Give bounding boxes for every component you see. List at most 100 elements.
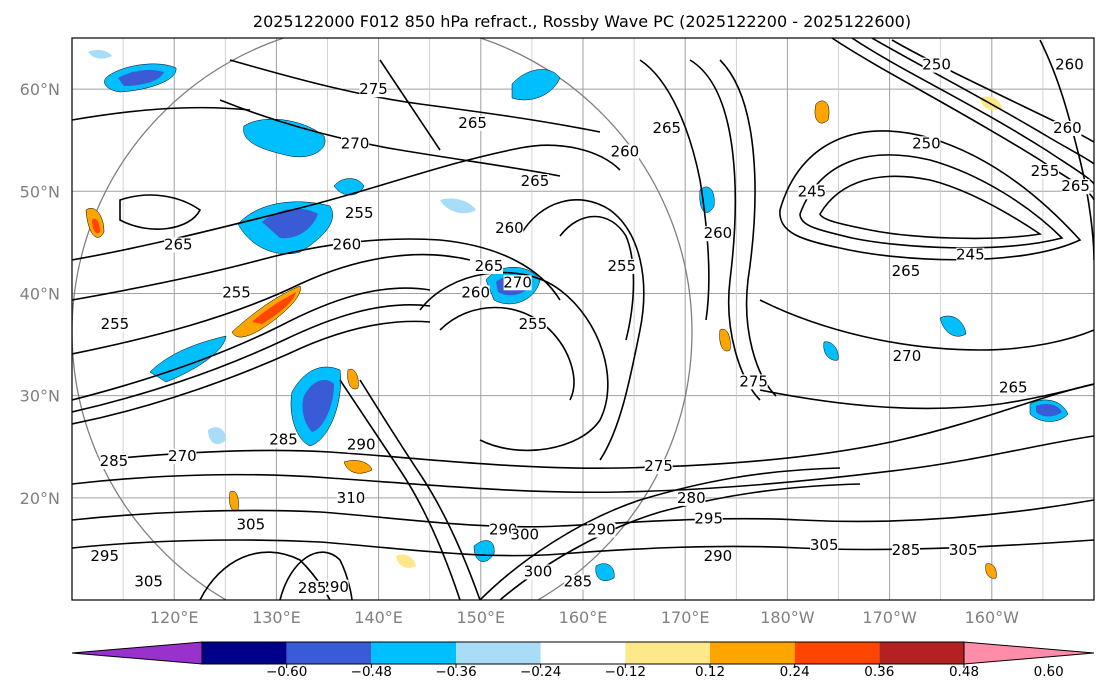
contour-label: 290 — [489, 521, 518, 539]
colorbar-tick-label: −0.48 — [351, 664, 392, 680]
contour-label-background — [644, 459, 673, 475]
colorbar-bin — [710, 642, 795, 664]
contour-lines — [72, 38, 1094, 600]
contour-line — [779, 130, 1082, 261]
lat-tick-label: 30°N — [20, 387, 60, 406]
contour-label-background — [520, 174, 549, 190]
contour-label: 245 — [956, 246, 985, 264]
colorbar-tick-label: −0.36 — [435, 664, 476, 680]
contour-label: 305 — [810, 536, 839, 554]
contour-label-background — [337, 490, 366, 506]
contour-label-background — [503, 275, 532, 291]
shaded-patch-yellow — [396, 554, 416, 568]
colorbar-tick-label: 0.36 — [864, 664, 894, 680]
colorbar-bin — [456, 642, 541, 664]
contour-label-background — [912, 136, 941, 152]
contour-label-background — [222, 285, 251, 301]
contour-label-background — [345, 205, 374, 221]
contour-label-background — [359, 82, 388, 98]
contour-label-background — [1061, 179, 1090, 195]
contour-line — [759, 299, 1094, 351]
contour-label: 270 — [168, 447, 197, 465]
contour-label-background — [703, 549, 732, 565]
colorbar-bin — [202, 642, 287, 664]
contour-label: 300 — [510, 526, 539, 544]
contour-label: 285 — [564, 573, 593, 591]
contour-label-background — [168, 448, 197, 464]
contour-label: 300 — [524, 562, 553, 580]
contour-label: 265 — [652, 119, 681, 137]
colorbar-tick-label: 0.48 — [949, 664, 979, 680]
shaded-patch-red — [92, 218, 100, 234]
contour-label: 270 — [341, 134, 370, 152]
chart-title: 2025122000 F012 850 hPa refract., Rossby… — [253, 12, 911, 31]
contour-line — [519, 199, 645, 461]
contour-label-background — [474, 258, 503, 274]
contour-label-background — [1030, 163, 1059, 179]
contour-line — [419, 271, 609, 452]
contour-label-background — [236, 517, 265, 533]
colorbar-tick-label: 0.24 — [780, 664, 810, 680]
contour-label: 265 — [1061, 177, 1090, 195]
lat-tick-label: 50°N — [20, 182, 60, 201]
contour-label: 285 — [298, 579, 327, 597]
colorbar-tick-label: −0.60 — [266, 664, 307, 680]
contour-label-background — [524, 564, 553, 580]
contour-line — [799, 154, 1064, 249]
contour-line — [72, 253, 471, 355]
lat-tick-label: 20°N — [20, 489, 60, 508]
contour-line — [479, 467, 841, 600]
contour-label-background — [461, 285, 490, 301]
contour-label: 265 — [999, 379, 1028, 397]
contour-line — [379, 59, 441, 151]
contour-label-background — [510, 527, 539, 543]
contour-label: 260 — [1053, 119, 1082, 137]
shaded-patch-darkblue — [1036, 404, 1062, 417]
colorbar-tick-label: −0.24 — [520, 664, 561, 680]
contour-line — [439, 306, 575, 401]
contour-label: 260 — [333, 235, 362, 253]
contour-label-background — [341, 136, 370, 152]
contour-label-background — [489, 522, 518, 538]
lat-tick-label: 60°N — [20, 80, 60, 99]
contour-label: 270 — [503, 273, 532, 291]
lon-tick-label: 160°E — [559, 608, 608, 627]
contour-label-background — [1055, 57, 1084, 73]
contour-label: 275 — [644, 457, 673, 475]
shaded-patch-blue — [333, 178, 365, 196]
shaded-patch-blue — [823, 341, 839, 361]
colorbar-bin — [879, 642, 964, 664]
contour-line — [851, 38, 1094, 185]
contour-label: 275 — [359, 80, 388, 98]
contour-label: 305 — [237, 515, 266, 533]
contour-line — [359, 379, 481, 600]
colorbar-labels: −0.60 −0.48 −0.36 −0.24 −0.12 0.12 0.24 0.36 0.4… — [266, 664, 1064, 680]
contour-label: 265 — [475, 257, 504, 275]
contour-label: 305 — [134, 573, 163, 591]
contour-line — [871, 38, 1094, 165]
contour-line — [219, 99, 561, 177]
contour-label-background — [518, 317, 547, 333]
shaded-patch-lightblue — [88, 49, 112, 59]
contour-label: 305 — [949, 541, 978, 559]
colorbar-tick-label: 0.12 — [695, 664, 725, 680]
lat-tick-label: 40°N — [20, 284, 60, 303]
contour-label: 290 — [704, 547, 733, 565]
shaded-patch-lightblue — [208, 427, 226, 445]
colorbar-bin — [794, 642, 880, 664]
lon-tick-label: 140°E — [354, 608, 403, 627]
contour-line — [339, 379, 461, 600]
contour-label-background — [607, 258, 636, 274]
plot-frame — [71, 37, 1095, 601]
contour-line — [689, 59, 761, 401]
contour-label-background — [999, 380, 1028, 396]
contour-label-background — [797, 184, 826, 200]
contour-label: 255 — [222, 283, 251, 301]
shaded-patch-darkblue — [118, 70, 164, 86]
contour-label-background — [922, 57, 951, 73]
contour-line — [72, 106, 251, 121]
contour-label-background — [610, 144, 639, 160]
shaded-patch-blue — [939, 315, 967, 337]
colorbar-under-triangle — [71, 641, 203, 665]
shaded-patch-blue — [473, 540, 495, 562]
